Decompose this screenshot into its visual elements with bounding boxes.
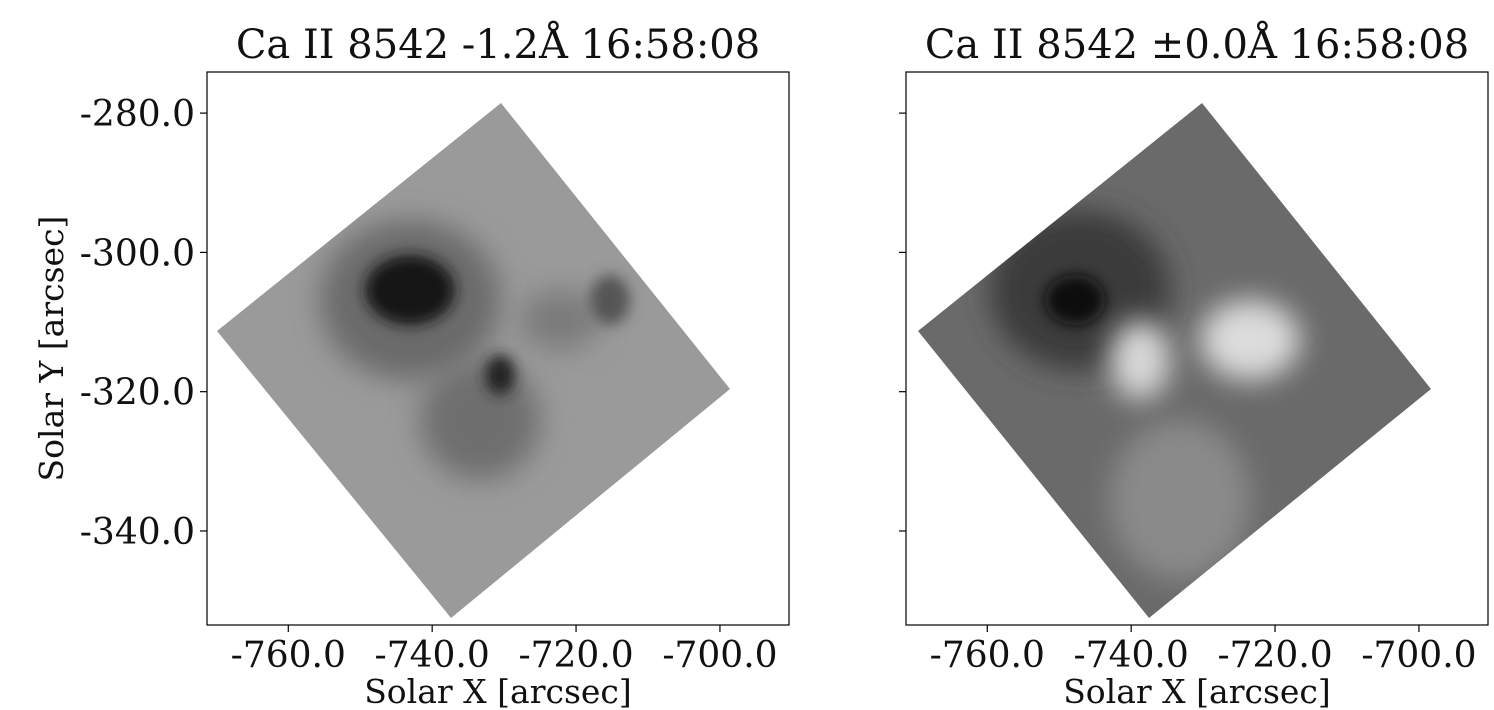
figure: Ca II 8542 -1.2Å 16:58:08 Solar X [arcsec… (0, 0, 1494, 710)
x-tick-label: -740.0 (375, 635, 490, 676)
x-tick-label: -720.0 (1217, 635, 1332, 676)
x-tick-label: -720.0 (518, 635, 633, 676)
x-tick-label: -760.0 (930, 635, 1045, 676)
chart-title: Ca II 8542 ±0.0Å 16:58:08 (925, 21, 1469, 68)
y-tick-label: -300.0 (80, 233, 195, 274)
x-tick-label: -760.0 (231, 635, 346, 676)
y-tick-label: -340.0 (80, 512, 195, 553)
x-axis-label: Solar X [arcsec] (364, 672, 632, 710)
x-tick-label: -700.0 (1361, 635, 1476, 676)
y-axis-label: Solar Y [arcsec] (32, 216, 71, 482)
x-axis-label: Solar X [arcsec] (1063, 672, 1331, 710)
solar-image (200, 90, 760, 630)
y-tick-label: -320.0 (80, 373, 195, 414)
x-tick-label: -740.0 (1074, 635, 1189, 676)
solar-image (900, 90, 1460, 630)
chart-title: Ca II 8542 -1.2Å 16:58:08 (236, 21, 760, 68)
x-tick-label: -700.0 (662, 635, 777, 676)
y-tick-label: -280.0 (80, 94, 195, 135)
